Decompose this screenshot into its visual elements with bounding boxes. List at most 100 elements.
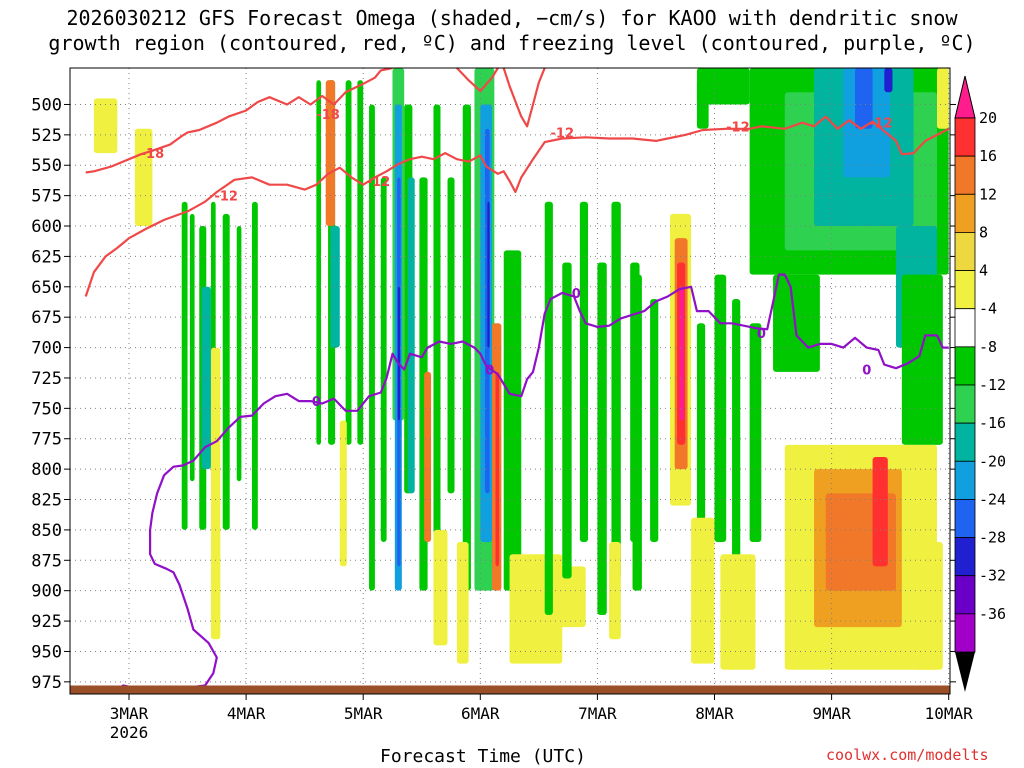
y-tick-label: 975 — [31, 673, 62, 693]
omega-cell — [433, 104, 441, 543]
omega-cell — [579, 201, 589, 543]
x-tick-label: 5MAR — [344, 704, 383, 723]
omega-cell — [456, 542, 469, 664]
y-tick-label: 850 — [31, 521, 62, 541]
grid — [70, 68, 950, 694]
contour-line-1 — [84, 115, 950, 297]
colorbar-label: 12 — [979, 185, 997, 203]
colorbar-segment — [954, 117, 976, 157]
x-tick-label: 9MAR — [812, 704, 851, 723]
omega-cell — [884, 68, 893, 93]
y-tick-label: 950 — [31, 642, 62, 662]
colorbar-segment — [954, 422, 976, 462]
y-tick-label: 575 — [31, 187, 62, 207]
colorbar-label: 20 — [979, 109, 997, 127]
omega-cell — [913, 542, 943, 670]
contour-label: 0 — [485, 363, 494, 378]
y-tick-label: 925 — [31, 612, 62, 632]
omega-cell — [325, 80, 336, 227]
omega-cell — [134, 128, 153, 227]
terrain-band — [70, 685, 950, 694]
colorbar-segment — [954, 155, 976, 195]
y-tick-label: 625 — [31, 247, 62, 267]
y-tick-label: 900 — [31, 582, 62, 602]
omega-cell — [831, 542, 856, 591]
x-tick-sublabel: 2026 — [110, 723, 149, 742]
colorbar: 20 16 12 8 4 -4 -8 -12 -16 -20 -24 -28 -32 -36 — [954, 75, 1006, 692]
y-tick-label: 700 — [31, 339, 62, 359]
contour-label: -12 — [551, 126, 575, 141]
omega-cell — [632, 274, 642, 591]
colorbar-segment — [954, 613, 976, 653]
colorbar-segment — [954, 346, 976, 386]
omega-cell — [447, 177, 455, 494]
omega-cell — [407, 177, 415, 494]
site-credit: coolwx.com/modelts — [826, 746, 989, 764]
y-tick-label: 875 — [31, 551, 62, 571]
y-tick-label: 825 — [31, 491, 62, 511]
omega-cell — [433, 529, 448, 646]
y-tick-label: 750 — [31, 399, 62, 419]
omega-cell — [93, 98, 118, 154]
colorbar-top-arrow — [954, 75, 976, 119]
x-tick-label: 3MAR — [110, 704, 149, 723]
omega-cell — [201, 286, 211, 470]
omega-cell — [424, 371, 432, 543]
omega-cell — [872, 456, 888, 567]
x-tick-label: 6MAR — [461, 704, 500, 723]
omega-cell — [773, 274, 820, 372]
y-tick-label: 775 — [31, 430, 62, 450]
colorbar-label: -36 — [979, 605, 1006, 623]
y-tick-label: 650 — [31, 278, 62, 298]
colorbar-label: -8 — [979, 338, 997, 356]
colorbar-label: -32 — [979, 567, 1006, 585]
contour-label: 0 — [572, 287, 581, 302]
x-tick-label: 10MAR — [925, 704, 974, 723]
omega-cell — [732, 298, 741, 591]
y-tick-label: 550 — [31, 156, 62, 176]
x-tick-label: 4MAR — [227, 704, 266, 723]
colorbar-segment — [954, 193, 976, 233]
y-tick-label: 725 — [31, 369, 62, 389]
omega-cell — [679, 286, 685, 421]
omega-cell — [189, 213, 195, 482]
colorbar-segment — [954, 270, 976, 310]
y-tick-label: 800 — [31, 460, 62, 480]
omega-cell — [397, 286, 401, 421]
contour-label: -12 — [726, 120, 750, 135]
omega-cell — [345, 80, 352, 445]
contour-label: -12 — [869, 117, 893, 132]
omega-cell — [597, 262, 607, 615]
omega-shading — [93, 68, 949, 670]
colorbar-label: -12 — [979, 376, 1006, 394]
omega-cell — [495, 371, 500, 567]
contour-label: 0 — [862, 363, 871, 378]
x-tick-label: 7MAR — [578, 704, 617, 723]
omega-cell — [503, 250, 522, 591]
omega-cell — [609, 542, 621, 640]
omega-cell — [251, 201, 258, 530]
omega-cell — [691, 517, 715, 664]
omega-cell — [611, 201, 621, 579]
colorbar-label: -24 — [979, 490, 1006, 508]
contour-label: -18 — [316, 108, 340, 123]
omega-cell — [901, 274, 943, 445]
title-line-2: growth region (contoured, red, ºC) and f… — [48, 31, 976, 55]
omega-cell — [339, 420, 347, 567]
colorbar-label: 4 — [979, 262, 988, 280]
contour-label: -18 — [141, 147, 165, 162]
plot-frame — [69, 67, 951, 695]
y-tick-label: 525 — [31, 126, 62, 146]
omega-cell — [462, 104, 471, 591]
colorbar-bottom-arrow — [955, 652, 975, 692]
y-tick-label: 600 — [31, 217, 62, 237]
omega-cell — [855, 68, 873, 129]
colorbar-segment — [954, 575, 976, 615]
omega-cell — [181, 201, 188, 530]
contour-line-0 — [85, 68, 393, 174]
contour-line-2 — [456, 68, 499, 93]
omega-cell — [749, 323, 762, 543]
x-axis-title: Forecast Time (UTC) — [380, 746, 586, 767]
y-tick-label: 500 — [31, 95, 62, 115]
